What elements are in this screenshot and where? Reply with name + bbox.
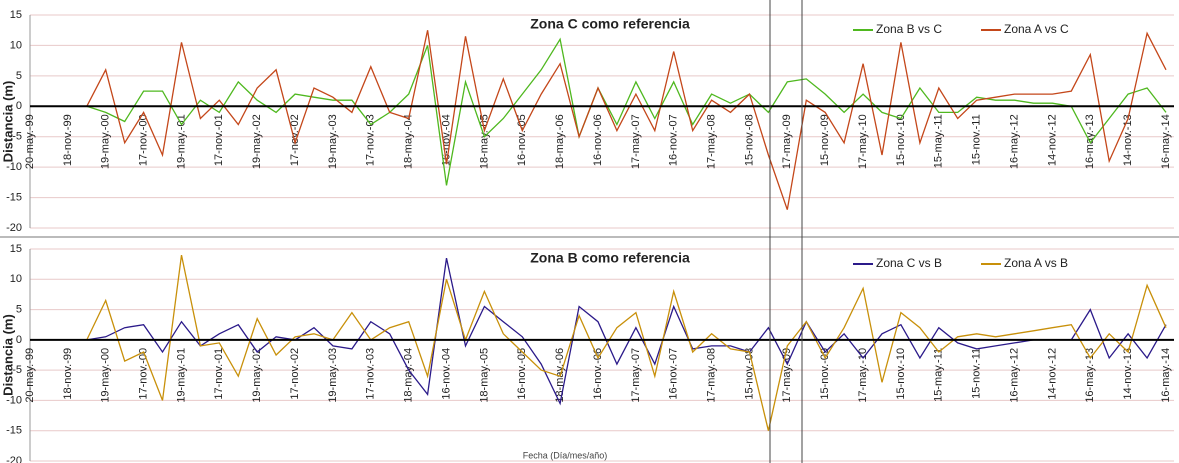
legend-label: Zona C vs B	[876, 256, 942, 270]
x-tick-label: 18-nov.-99	[62, 348, 74, 400]
x-tick-label: 17-nov.-01	[213, 348, 225, 400]
x-tick-label: 16-nov.-06	[592, 348, 604, 400]
y-tick-label: -10	[6, 161, 22, 173]
x-tick-label: 16-may.-14	[1160, 114, 1172, 169]
x-tick-label: 14-nov.-13	[1122, 114, 1134, 166]
x-tick-label: 16-nov.-04	[440, 114, 452, 166]
x-tick-label: 17-nov.-00	[138, 114, 150, 166]
x-tick-label: 17-may.-07	[630, 114, 642, 169]
legend-label: Zona A vs B	[1004, 256, 1068, 270]
x-tick-label: 17-nov.-01	[213, 114, 225, 166]
y-tick-label: 0	[16, 334, 22, 346]
x-tick-label: 16-nov.-05	[516, 114, 528, 166]
chart-title: Zona B como referencia	[530, 250, 690, 266]
x-tick-label: 15-may.-11	[933, 348, 945, 402]
y-tick-label: -20	[6, 222, 22, 234]
data-line	[86, 254, 1167, 431]
x-tick-label: 16-nov.-04	[440, 348, 452, 400]
y-tick-label: -15	[6, 191, 22, 203]
x-tick-label: 19-may.-00	[100, 348, 112, 403]
x-tick-label: 19-may.-00	[100, 114, 112, 169]
x-tick-label: 16-may.-14	[1160, 348, 1172, 403]
y-tick-label: 5	[16, 303, 22, 315]
x-tick-label: 17-may.-10	[857, 114, 869, 169]
x-tick-label: 19-may.-01	[175, 348, 187, 403]
x-tick-label: 16-nov.-07	[668, 348, 680, 400]
x-tick-label: 14-nov.-12	[1046, 348, 1058, 400]
x-axis-title: Fecha (Día/mes/año)	[523, 450, 608, 460]
data-line	[86, 30, 1167, 210]
x-tick-label: 17-nov.-00	[138, 348, 150, 400]
y-tick-label: 15	[10, 9, 22, 21]
x-tick-label: 19-may.-01	[175, 114, 187, 169]
x-tick-label: 15-nov.-11	[971, 348, 983, 399]
x-tick-label: 16-may.-12	[1008, 114, 1020, 169]
x-tick-label: 16-may.-12	[1008, 348, 1020, 403]
data-line	[86, 257, 1167, 406]
y-tick-label: -15	[6, 425, 22, 437]
x-tick-label: 20-may.-99	[24, 114, 36, 169]
y-tick-label: -5	[12, 131, 22, 143]
chart-title: Zona C como referencia	[530, 16, 690, 32]
x-tick-label: 17-may.-08	[706, 348, 718, 403]
y-tick-label: -5	[12, 364, 22, 376]
x-tick-label: 17-may.-09	[781, 114, 793, 169]
x-tick-label: 17-may.-10	[857, 348, 869, 403]
y-tick-label: 10	[10, 39, 22, 51]
y-tick-label: -20	[6, 455, 22, 463]
x-tick-label: 18-may.-06	[554, 114, 566, 169]
x-tick-label: 18-may.-04	[403, 114, 415, 169]
x-tick-label: 18-nov.-99	[62, 114, 74, 166]
x-tick-label: 16-nov.-06	[592, 114, 604, 166]
x-tick-label: 14-nov.-13	[1122, 348, 1134, 400]
y-tick-label: -10	[6, 394, 22, 406]
y-axis-label: Distancia (m)	[0, 81, 15, 163]
y-tick-label: 15	[10, 243, 22, 255]
x-tick-label: 20-may.-99	[24, 348, 36, 403]
x-tick-label: 15-nov.-10	[895, 114, 907, 166]
x-tick-label: 15-nov.-08	[743, 114, 755, 166]
x-tick-label: 17-nov.-03	[365, 114, 377, 166]
x-tick-label: 19-may.-03	[327, 348, 339, 403]
y-tick-label: 10	[10, 273, 22, 285]
x-tick-label: 17-may.-08	[706, 114, 718, 169]
y-tick-label: 5	[16, 70, 22, 82]
x-tick-label: 19-may.-03	[327, 114, 339, 169]
x-tick-label: 15-may.-11	[933, 114, 945, 168]
x-tick-label: 15-nov.-09	[819, 114, 831, 166]
x-tick-label: 15-nov.-10	[895, 348, 907, 400]
x-tick-label: 15-nov.-09	[819, 348, 831, 400]
x-tick-label: 17-nov.-03	[365, 348, 377, 400]
y-axis-label: Distancia (m)	[0, 314, 15, 396]
x-tick-label: 19-may.-02	[251, 114, 263, 169]
x-tick-label: 17-nov.-02	[289, 348, 301, 400]
x-tick-label: 17-may.-07	[630, 348, 642, 403]
x-tick-label: 16-may.-13	[1084, 348, 1096, 403]
panel: -20 -15 -10 -5 0 5 10 15 20-may.-99 18-nov.-99 19-…	[0, 243, 1174, 463]
x-tick-label: 18-may.-05	[478, 348, 490, 403]
panel: -20 -15 -10 -5 0 5 10 15 20-may.-99 18-nov.-99 19-…	[0, 9, 1174, 234]
x-tick-label: 16-nov.-05	[516, 348, 528, 400]
x-tick-label: 19-may.-02	[251, 348, 263, 403]
x-tick-label: 15-nov.-08	[743, 348, 755, 400]
x-tick-label: 18-may.-04	[403, 348, 415, 403]
x-tick-label: 14-nov.-12	[1046, 114, 1058, 166]
y-tick-label: 0	[16, 100, 22, 112]
legend-label: Zona A vs C	[1004, 22, 1069, 36]
x-tick-label: 16-nov.-07	[668, 114, 680, 166]
legend-label: Zona B vs C	[876, 22, 942, 36]
x-tick-label: 15-nov.-11	[971, 114, 983, 165]
